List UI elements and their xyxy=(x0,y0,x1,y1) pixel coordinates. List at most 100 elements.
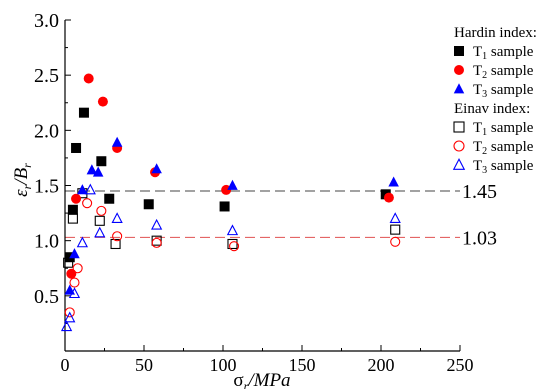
data-point xyxy=(77,184,88,195)
series-hardin-triangle xyxy=(64,136,399,295)
legend-label: T3 sample xyxy=(473,82,534,100)
data-point xyxy=(227,238,238,250)
legend-marker xyxy=(453,140,465,152)
data-point xyxy=(67,204,78,215)
legend-label-main: T xyxy=(473,44,482,60)
series-einav-circle xyxy=(64,198,401,318)
data-point xyxy=(151,218,163,230)
y-tick-label: 0.5 xyxy=(34,286,59,308)
y-label-sub: r xyxy=(20,184,34,189)
legend-label-rest: sample xyxy=(487,82,534,98)
legend-marker xyxy=(454,46,464,56)
legend-label-rest: sample xyxy=(487,44,534,60)
x-label-sub: r xyxy=(244,379,249,389)
reference-line-label: 1.45 xyxy=(462,181,497,203)
data-point xyxy=(64,307,75,318)
legend-label: T1 sample xyxy=(473,120,534,138)
legend-label-main: T xyxy=(473,120,482,136)
x-label-symbol: σ xyxy=(233,370,243,389)
data-point xyxy=(78,107,89,118)
x-tick-label: 50 xyxy=(135,355,153,375)
legend-label-rest: sample xyxy=(487,63,534,79)
y-tick-label: 3.0 xyxy=(34,10,59,32)
data-point xyxy=(390,224,401,235)
x-tick-label: 0 xyxy=(61,355,70,375)
data-point xyxy=(219,201,230,212)
data-point xyxy=(111,212,123,224)
axes: 0 50 100 150 200 2500.51.01.52.02.53.0σr/MPaε… xyxy=(11,10,474,389)
data-point xyxy=(66,268,77,279)
data-point xyxy=(64,252,75,263)
legend-marker xyxy=(453,83,465,94)
y-label-sub2: r xyxy=(20,163,34,168)
data-point xyxy=(97,96,108,107)
x-axis-label: σr/MPa xyxy=(233,370,290,389)
x-tick-label: 150 xyxy=(289,355,316,375)
data-point xyxy=(96,156,107,167)
legend-group-title: Einav index: xyxy=(454,101,530,117)
x-tick-label: 200 xyxy=(368,355,395,375)
legend-label-rest: sample xyxy=(487,139,534,155)
data-point xyxy=(67,213,78,224)
series-einav-triangle xyxy=(60,183,401,332)
data-point xyxy=(96,205,107,216)
data-point xyxy=(143,199,154,210)
x-label-rest: /MPa xyxy=(247,370,290,389)
y-tick-label: 2.5 xyxy=(34,65,59,87)
legend-label-sub: 1 xyxy=(482,127,487,138)
y-tick-label: 1.0 xyxy=(34,231,59,253)
reference-line-label: 1.03 xyxy=(462,227,497,249)
legend-label-main: T xyxy=(473,63,482,79)
data-point xyxy=(151,237,162,248)
data-point xyxy=(64,284,75,295)
data-point xyxy=(389,212,401,224)
data-point xyxy=(83,73,94,84)
y-axis-label: εr/Br xyxy=(11,163,34,197)
data-markers xyxy=(60,73,401,332)
legend-label-sub: 3 xyxy=(482,89,487,100)
legend-label: T1 sample xyxy=(473,44,534,62)
legend-marker xyxy=(454,65,464,75)
data-point xyxy=(69,248,80,259)
data-point xyxy=(82,198,93,209)
data-point xyxy=(71,142,82,153)
data-point xyxy=(72,263,83,274)
legend-label-main: T xyxy=(473,82,482,98)
legend-label: T3 sample xyxy=(473,158,534,176)
data-point xyxy=(76,236,89,248)
data-point xyxy=(86,164,98,175)
data-point xyxy=(388,176,399,187)
data-point xyxy=(92,166,104,177)
data-point xyxy=(94,226,106,238)
legend-marker xyxy=(453,121,465,133)
legend-group-title: Hardin index: xyxy=(454,25,537,41)
y-tick-label: 2.0 xyxy=(34,120,59,142)
legend-label-sub: 1 xyxy=(482,51,487,62)
data-point xyxy=(227,179,238,190)
data-point xyxy=(104,193,115,204)
data-point xyxy=(112,231,123,242)
x-tick-label: 100 xyxy=(210,355,237,375)
series-hardin-circle xyxy=(66,73,394,279)
x-tick-label: 250 xyxy=(447,355,474,375)
data-point xyxy=(69,277,80,288)
legend-label-main: T xyxy=(473,158,482,174)
legend-label-sub: 3 xyxy=(482,165,487,176)
data-point xyxy=(229,241,240,252)
y-label-symbol: ε xyxy=(11,189,32,197)
data-point xyxy=(110,238,121,250)
data-point xyxy=(94,215,105,226)
legend-label-sub: 2 xyxy=(482,70,487,81)
data-point xyxy=(60,320,73,332)
data-point xyxy=(151,163,162,174)
data-point xyxy=(383,192,394,203)
data-point xyxy=(84,183,96,195)
data-point xyxy=(71,193,82,204)
legend-label-sub: 2 xyxy=(482,146,487,157)
data-point xyxy=(226,224,239,236)
reference-lines: 1.45 1.03 xyxy=(65,181,497,249)
data-point xyxy=(111,136,123,147)
